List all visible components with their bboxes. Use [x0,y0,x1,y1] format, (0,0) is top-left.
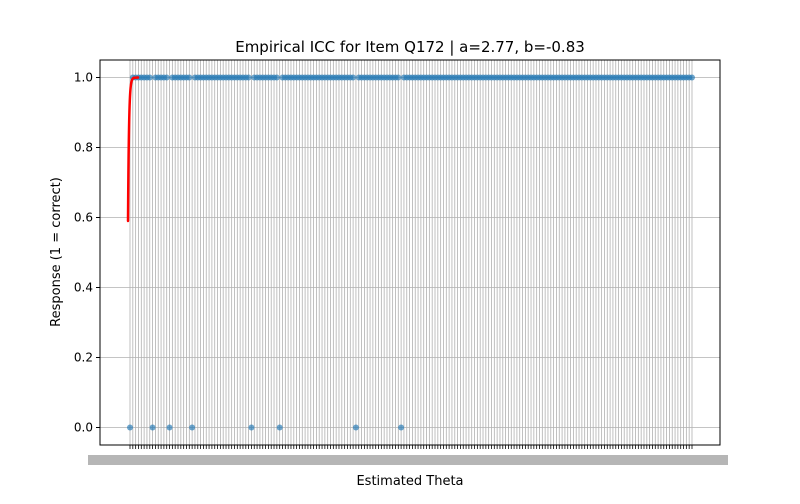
scatter-point [689,74,695,81]
scatter-point [395,74,402,81]
x-axis [88,445,728,465]
x-axis-label: Estimated Theta [356,474,463,489]
scatter-series [127,74,695,431]
scatter-point [163,74,170,81]
scatter-point [245,74,252,81]
scatter-point [127,424,133,431]
scatter-point [146,74,153,81]
y-tick-label: 0.4 [74,281,93,295]
scatter-point [350,74,357,81]
scatter-point [248,424,255,431]
x-tick-label-band [88,455,728,465]
icc-curve-line [126,76,140,223]
scatter-point [273,74,280,81]
scatter-point [186,74,193,81]
scatter-point [149,424,156,431]
y-tick-label: 0.0 [74,421,93,435]
chart-title: Empirical ICC for Item Q172 | a=2.77, b=… [235,38,585,56]
y-tick-label: 0.8 [74,141,93,155]
y-axis: 0.0 0.2 0.4 0.6 0.8 1.0 [74,71,100,435]
y-tick-label: 0.2 [74,351,93,365]
grid-layer [100,60,720,445]
scatter-point [189,424,196,431]
icc-curve-series [126,76,140,223]
y-tick-label: 1.0 [74,71,93,85]
y-tick-label: 0.6 [74,211,93,225]
plot-frame [99,59,721,446]
scatter-point [398,424,405,431]
scatter-point [352,424,359,431]
scatter-point [276,424,283,431]
scatter-point [166,424,173,431]
y-axis-label: Response (1 = correct) [49,177,64,327]
